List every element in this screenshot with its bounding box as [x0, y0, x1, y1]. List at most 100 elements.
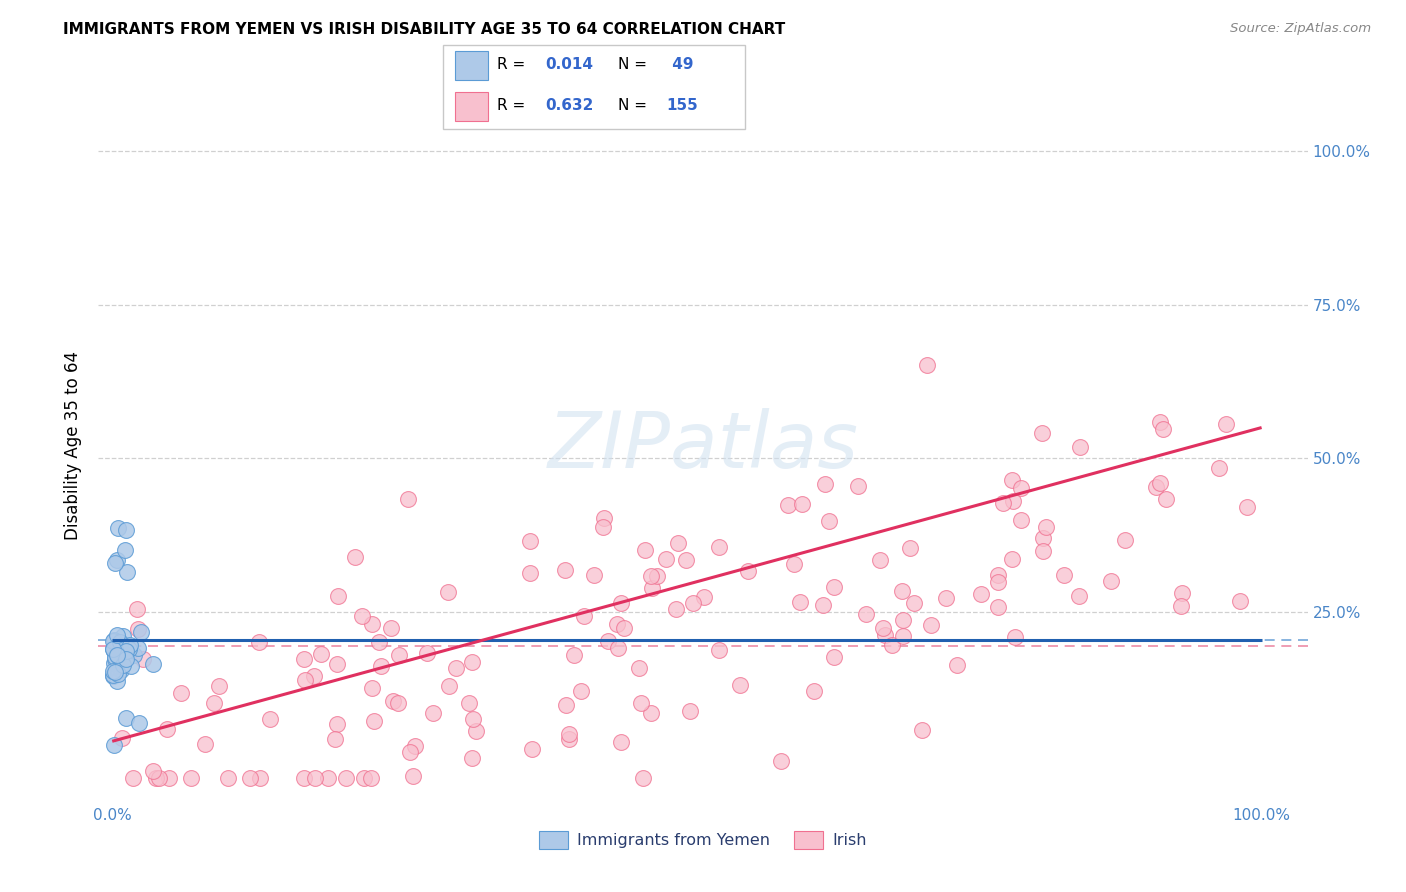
Point	[401, 769, 423, 783]
Point	[202, 696, 225, 710]
Point	[114, 543, 136, 558]
Point	[111, 629, 134, 643]
Point	[641, 582, 664, 596]
Point	[790, 497, 813, 511]
Point	[217, 771, 239, 785]
Text: Source: ZipAtlas.com: Source: ZipAtlas.com	[1230, 22, 1371, 36]
Point	[388, 648, 411, 663]
Text: R =: R =	[498, 57, 530, 72]
Point	[437, 679, 460, 693]
Point	[350, 609, 373, 624]
Point	[436, 585, 458, 599]
Point	[1069, 441, 1091, 455]
Point	[557, 732, 579, 747]
Point	[404, 739, 426, 753]
Point	[1114, 533, 1136, 547]
Point	[606, 616, 628, 631]
Point	[987, 574, 1010, 589]
Point	[180, 771, 202, 785]
Point	[127, 640, 149, 655]
Point	[1032, 544, 1054, 558]
Point	[1032, 531, 1054, 545]
Point	[115, 566, 138, 580]
Point	[104, 664, 127, 678]
Point	[920, 617, 942, 632]
Point	[803, 684, 825, 698]
FancyBboxPatch shape	[443, 45, 745, 129]
Point	[1001, 494, 1024, 508]
Point	[592, 511, 614, 525]
Point	[1152, 422, 1174, 436]
Point	[993, 495, 1015, 509]
Point	[1236, 500, 1258, 515]
Point	[114, 711, 136, 725]
Point	[259, 712, 281, 726]
Bar	[456, 92, 488, 120]
Point	[1149, 475, 1171, 490]
Point	[609, 735, 631, 749]
Point	[104, 556, 127, 570]
Point	[1031, 426, 1053, 441]
Point	[101, 667, 124, 681]
Point	[107, 649, 129, 664]
Point	[208, 679, 231, 693]
Point	[396, 492, 419, 507]
Point	[110, 640, 132, 654]
Point	[457, 696, 479, 710]
Point	[891, 629, 914, 643]
Point	[666, 536, 689, 550]
Point	[115, 644, 138, 658]
Point	[987, 599, 1010, 614]
Point	[1215, 417, 1237, 432]
Point	[558, 727, 581, 741]
Point	[737, 565, 759, 579]
Point	[655, 552, 678, 566]
Point	[1010, 481, 1032, 495]
Point	[326, 717, 349, 731]
Point	[107, 521, 129, 535]
Point	[105, 673, 128, 688]
Point	[461, 751, 484, 765]
Point	[416, 646, 439, 660]
Point	[592, 520, 614, 534]
Point	[607, 641, 630, 656]
Point	[380, 621, 402, 635]
Point	[873, 628, 896, 642]
Point	[880, 638, 903, 652]
Point	[631, 771, 654, 785]
Point	[335, 771, 357, 785]
Point	[783, 557, 806, 571]
Point	[903, 596, 925, 610]
Point	[111, 646, 134, 660]
Point	[935, 591, 957, 605]
Point	[114, 652, 136, 666]
Point	[128, 715, 150, 730]
Point	[114, 649, 136, 664]
Point	[304, 771, 326, 785]
Point	[1010, 513, 1032, 527]
Point	[114, 523, 136, 537]
Point	[519, 566, 541, 580]
Point	[323, 731, 346, 746]
Point	[122, 648, 145, 662]
Point	[156, 722, 179, 736]
Point	[1208, 460, 1230, 475]
Point	[613, 621, 636, 635]
Point	[519, 533, 541, 548]
Point	[1053, 567, 1076, 582]
Point	[855, 607, 877, 621]
Point	[101, 664, 124, 678]
Point	[387, 696, 409, 710]
Point	[1149, 415, 1171, 429]
Point	[127, 601, 149, 615]
Point	[326, 589, 349, 603]
Point	[157, 771, 180, 785]
Point	[846, 479, 869, 493]
Point	[326, 657, 349, 671]
Point	[103, 657, 125, 671]
Point	[987, 567, 1010, 582]
Text: 0.014: 0.014	[546, 57, 593, 72]
Text: 155: 155	[666, 98, 699, 113]
Point	[292, 652, 315, 666]
Text: IMMIGRANTS FROM YEMEN VS IRISH DISABILITY AGE 35 TO 64 CORRELATION CHART: IMMIGRANTS FROM YEMEN VS IRISH DISABILIT…	[63, 22, 786, 37]
